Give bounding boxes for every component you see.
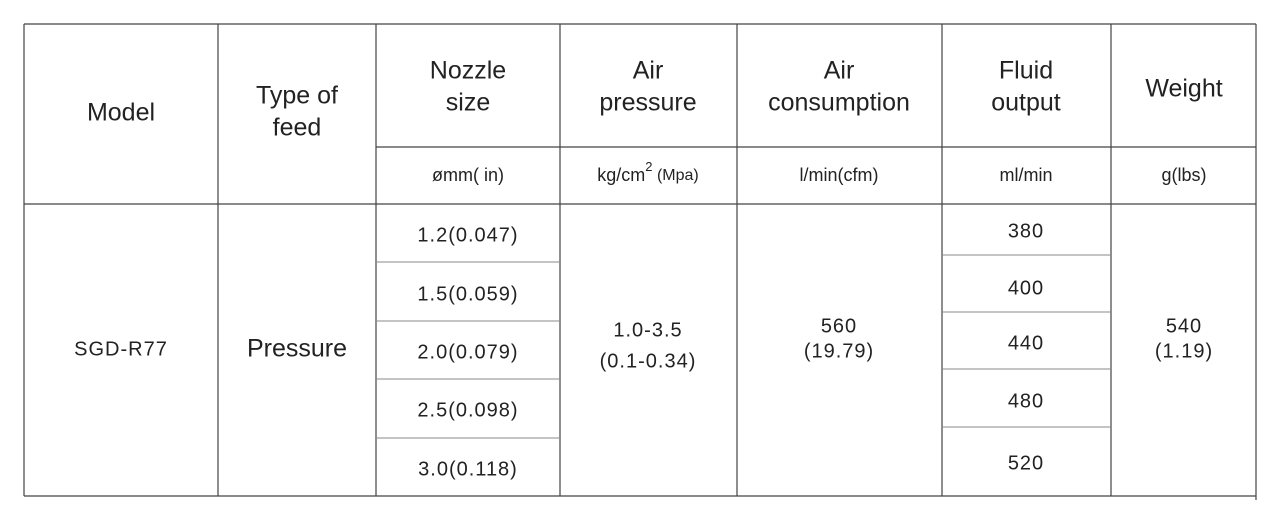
feed-cell: Pressure (247, 335, 347, 363)
table-grid (23, 23, 1257, 500)
nozzle-size: 2.5(0.098) (417, 399, 518, 421)
unit-text: g(lbs) (1161, 165, 1206, 185)
air-consumption: 560 (821, 315, 857, 337)
header-text: Weight (1145, 75, 1222, 103)
fluid-output: 520 (1008, 452, 1044, 474)
header-text: consumption (768, 89, 910, 117)
unit-text: ml/min (1000, 165, 1053, 185)
weight: 540 (1166, 315, 1202, 337)
header-text: Air (633, 57, 664, 85)
air-consumption: (19.79) (804, 340, 874, 362)
unit-part: kg/cm (597, 165, 645, 185)
model-cell: SGD-R77 (74, 338, 168, 360)
unit-text: ømm( in) (432, 165, 504, 185)
unit-part: 2 (645, 159, 652, 174)
unit-part: (Mpa) (653, 167, 699, 184)
header-text: Type of (256, 82, 338, 110)
header-text: size (446, 89, 490, 117)
header-text: Nozzle (430, 57, 506, 85)
nozzle-size: 1.2(0.047) (417, 224, 518, 246)
weight: (1.19) (1155, 340, 1213, 362)
nozzle-size: 1.5(0.059) (417, 283, 518, 305)
header-text: Fluid (999, 57, 1053, 85)
unit-text: l/min(cfm) (800, 165, 879, 185)
unit-text: kg/cm2 (Mpa) (597, 159, 698, 184)
header-text: Air (824, 57, 855, 85)
fluid-output: 380 (1008, 220, 1044, 242)
header-text: output (991, 89, 1061, 117)
air-pressure: 1.0-3.5 (613, 319, 682, 341)
fluid-output: 400 (1008, 277, 1044, 299)
header-text: pressure (599, 89, 696, 117)
header-text: feed (273, 114, 322, 142)
nozzle-size: 2.0(0.079) (417, 341, 518, 363)
fluid-output: 480 (1008, 390, 1044, 412)
nozzle-size: 3.0(0.118) (418, 458, 518, 480)
header-text: Model (87, 99, 155, 127)
air-pressure: (0.1-0.34) (600, 350, 697, 372)
fluid-output: 440 (1008, 332, 1044, 354)
